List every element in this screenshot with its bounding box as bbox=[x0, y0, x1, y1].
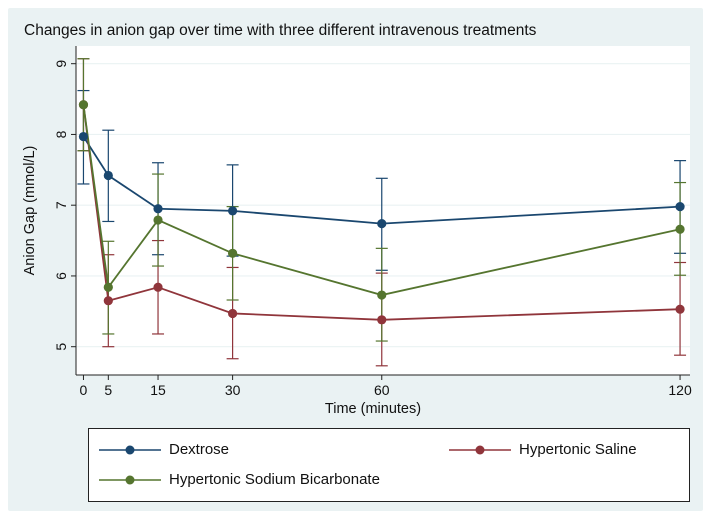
x-tick-label-120: 120 bbox=[668, 382, 692, 398]
point-hypertonic-saline-120 bbox=[675, 304, 685, 314]
x-tick-label-30: 30 bbox=[225, 382, 241, 398]
legend-swatch-hypertonic-saline bbox=[449, 445, 511, 454]
y-tick-label-8: 8 bbox=[53, 130, 69, 138]
point-hypertonic-sodium-bicarbonate-0 bbox=[78, 100, 89, 110]
y-tick-label-6: 6 bbox=[53, 272, 69, 280]
series-line-hypertonic-sodium-bicarbonate bbox=[82, 104, 681, 296]
point-dextrose-120 bbox=[675, 202, 685, 212]
x-tick-label-15: 15 bbox=[150, 382, 166, 398]
x-tick-label-60: 60 bbox=[374, 382, 390, 398]
point-hypertonic-sodium-bicarbonate-15 bbox=[153, 215, 163, 225]
legend-label-hypertonic-saline: Hypertonic Saline bbox=[519, 441, 637, 458]
x-tick-label-5: 5 bbox=[104, 382, 112, 398]
y-axis-title: Anion Gap (mmol/L) bbox=[22, 146, 38, 276]
legend-item-hypertonic-sodium-bicarbonate: Hypertonic Sodium Bicarbonate bbox=[99, 471, 380, 488]
legend-label-dextrose: Dextrose bbox=[169, 441, 230, 458]
point-dextrose-15 bbox=[153, 204, 163, 214]
point-hypertonic-sodium-bicarbonate-120 bbox=[675, 224, 685, 234]
chart-title: Changes in anion gap over time with thre… bbox=[24, 22, 537, 39]
legend-item-dextrose: Dextrose bbox=[99, 441, 229, 458]
point-hypertonic-sodium-bicarbonate-30 bbox=[228, 248, 238, 258]
y-tick-label-9: 9 bbox=[53, 60, 69, 68]
y-tick-label-7: 7 bbox=[53, 201, 69, 209]
point-dextrose-0 bbox=[78, 131, 89, 142]
point-dextrose-30 bbox=[228, 206, 238, 216]
chart-figure: Changes in anion gap over time with thre… bbox=[8, 8, 703, 511]
series-line-dextrose bbox=[82, 136, 681, 225]
point-dextrose-60 bbox=[377, 218, 387, 229]
point-hypertonic-sodium-bicarbonate-5 bbox=[103, 282, 113, 292]
point-hypertonic-saline-60 bbox=[377, 315, 387, 325]
y-tick-label-5: 5 bbox=[53, 343, 69, 351]
x-axis-title: Time (minutes) bbox=[325, 401, 421, 417]
point-hypertonic-saline-30 bbox=[228, 308, 238, 319]
legend-item-hypertonic-saline: Hypertonic Saline bbox=[449, 441, 637, 458]
point-hypertonic-saline-15 bbox=[153, 282, 163, 292]
x-tick-label-0: 0 bbox=[80, 382, 88, 398]
point-hypertonic-sodium-bicarbonate-60 bbox=[377, 290, 387, 300]
legend-swatch-dextrose bbox=[99, 445, 161, 454]
legend-label-hypertonic-sodium-bicarbonate: Hypertonic Sodium Bicarbonate bbox=[169, 471, 380, 488]
legend-swatch-hypertonic-sodium-bicarbonate bbox=[99, 475, 161, 484]
series-line-hypertonic-saline bbox=[82, 104, 681, 321]
chart-legend: Dextrose Hypertonic Saline Hypertonic So… bbox=[88, 428, 690, 502]
point-dextrose-5 bbox=[103, 170, 113, 181]
point-hypertonic-saline-5 bbox=[103, 296, 113, 306]
